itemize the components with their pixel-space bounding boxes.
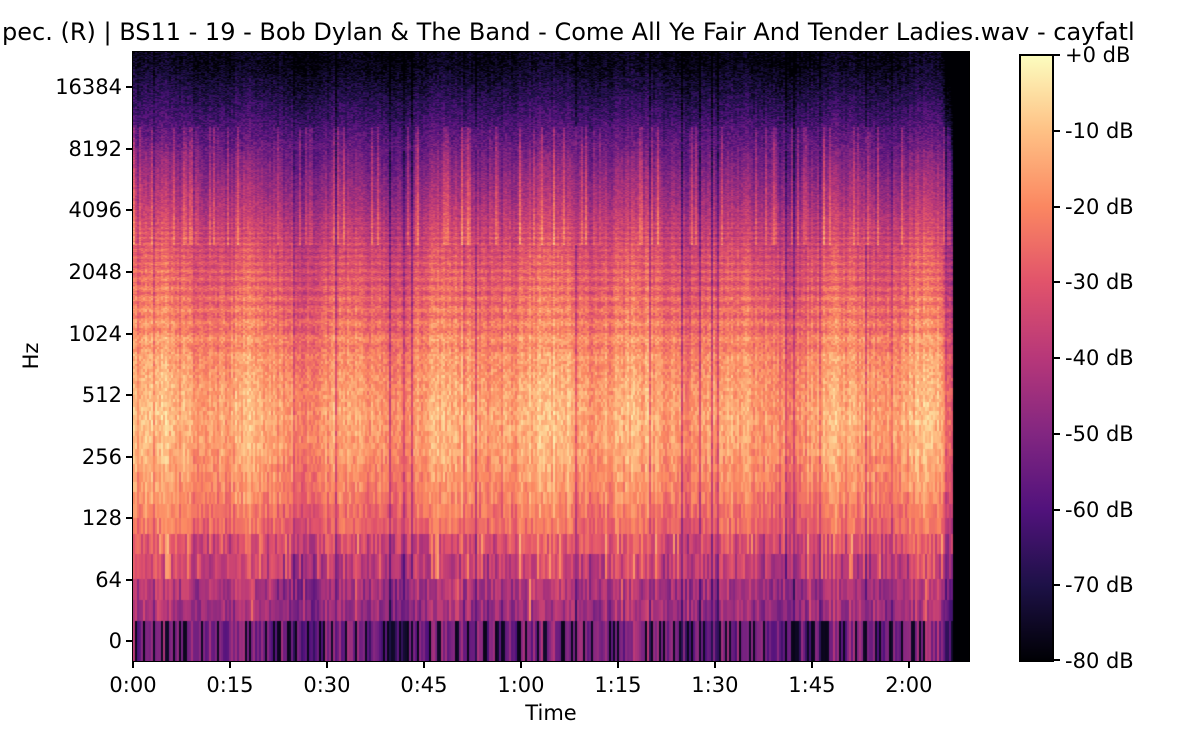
colorbar-tick-mark: [1053, 432, 1060, 435]
colorbar-tick-mark: [1053, 659, 1060, 661]
spectrogram-plot: [132, 51, 970, 662]
x-tick-label: 1:45: [788, 673, 836, 697]
colorbar-tick-label: -60 dB: [1065, 497, 1134, 522]
y-tick-mark: [126, 517, 133, 520]
colorbar-tick-label: -30 dB: [1065, 270, 1134, 295]
colorbar-tick-mark: [1053, 508, 1060, 511]
y-tick-mark: [126, 147, 133, 150]
colorbar-tick-mark: [1053, 584, 1060, 587]
colorbar-tick-label: -80 dB: [1065, 649, 1134, 673]
y-tick-mark: [126, 455, 133, 458]
x-tick-label: 1:30: [691, 673, 739, 697]
x-tick-mark: [616, 661, 619, 668]
colorbar-tick-mark: [1053, 357, 1060, 359]
colorbar-tick-label: -50 dB: [1065, 421, 1134, 446]
x-tick-label: 0:00: [109, 673, 157, 697]
y-tick-mark: [126, 86, 133, 89]
x-tick-label: 1:15: [594, 673, 642, 697]
x-tick-label: 0:30: [303, 673, 351, 697]
y-tick-label: 512: [81, 383, 122, 408]
spectrogram-heatmap: [133, 52, 969, 661]
x-tick-mark: [228, 661, 231, 668]
y-tick-mark: [126, 209, 133, 212]
colorbar: [1019, 54, 1054, 662]
x-tick-label: 0:45: [400, 673, 448, 697]
colorbar-tick-mark: [1053, 205, 1060, 208]
y-tick-label: 64: [95, 567, 122, 592]
colorbar-tick-label: -20 dB: [1065, 194, 1134, 219]
colorbar-tick-label: -10 dB: [1065, 118, 1134, 143]
x-axis-label: Time: [525, 701, 577, 725]
x-tick-mark: [519, 661, 522, 668]
colorbar-tick-label: +0 dB: [1065, 43, 1131, 67]
y-tick-mark: [126, 270, 133, 273]
y-tick-label: 128: [81, 506, 122, 531]
x-tick-mark: [810, 661, 813, 668]
y-tick-label: 1024: [68, 321, 122, 346]
x-tick-label: 2:00: [885, 673, 933, 697]
x-tick-mark: [422, 661, 425, 668]
y-tick-label: 16384: [55, 75, 122, 100]
x-tick-mark: [907, 661, 910, 668]
y-axis-label: Hz: [19, 342, 43, 370]
x-tick-mark: [132, 661, 134, 668]
y-tick-label: 8192: [68, 136, 122, 161]
colorbar-tick-mark: [1053, 54, 1060, 56]
y-tick-label: 0: [108, 629, 122, 654]
x-tick-label: 1:00: [497, 673, 545, 697]
colorbar-tick-mark: [1053, 129, 1060, 132]
figure-title: pec. (R) | BS11 - 19 - Bob Dylan & The B…: [2, 18, 1135, 46]
y-tick-label: 4096: [68, 198, 122, 223]
x-tick-mark: [713, 661, 716, 668]
y-tick-mark: [126, 394, 133, 397]
y-tick-label: 2048: [68, 259, 122, 284]
y-tick-mark: [126, 332, 133, 335]
x-tick-label: 0:15: [206, 673, 254, 697]
y-tick-label: 256: [81, 444, 122, 469]
y-tick-mark: [126, 578, 133, 581]
y-tick-mark: [126, 640, 133, 643]
colorbar-tick-label: -40 dB: [1065, 346, 1134, 370]
colorbar-tick-mark: [1053, 281, 1060, 284]
colorbar-tick-label: -70 dB: [1065, 573, 1134, 598]
x-tick-mark: [325, 661, 328, 668]
